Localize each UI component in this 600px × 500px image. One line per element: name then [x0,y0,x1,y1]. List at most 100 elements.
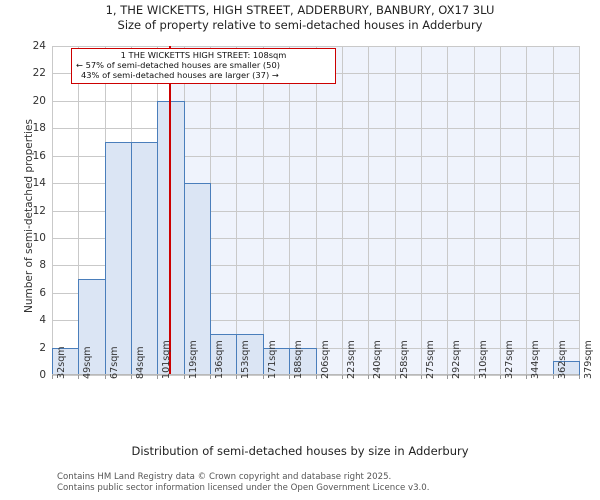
gridline-horizontal [52,128,579,130]
x-axis-tick-label: 327sqm [503,340,515,379]
gridline-vertical [447,46,448,375]
x-axis-tick-label: 119sqm [187,340,199,379]
y-axis-tick-label: 20 [32,94,46,107]
x-axis-tick-label: 310sqm [477,340,489,379]
x-axis-tick-label: 188sqm [293,340,305,379]
x-axis-tick-label: 362sqm [556,340,568,379]
gridline-horizontal [52,320,579,322]
histogram-bar [263,347,290,375]
gridline-horizontal [52,292,579,294]
x-axis-tick-mark [236,375,237,379]
x-axis-tick-mark [210,375,211,379]
x-axis-tick-label: 84sqm [135,346,147,379]
y-axis-tick-label: 10 [32,231,46,244]
gridline-vertical [421,46,422,375]
x-axis-tick-label: 101sqm [161,340,173,379]
x-axis-tick-mark [316,375,317,379]
y-axis-labels: 0 2 4 6 8 10 12 14 16 18 20 22 24 [0,0,46,500]
gridline-horizontal [52,100,579,102]
x-axis-tick-mark [553,375,554,379]
gridline-vertical [500,46,501,375]
gridline-vertical [474,46,475,375]
footer-line-2: Contains public sector information licen… [57,482,430,493]
histogram-bar [289,347,317,375]
gridline-horizontal [52,237,579,239]
x-axis-tick-label: 344sqm [530,340,542,379]
x-axis-tick-label: 223sqm [345,340,357,379]
histogram-bar [157,100,185,375]
gridline-horizontal [52,155,579,157]
annotation-box: 1 THE WICKETTS HIGH STREET: 108sqm ← 57%… [71,48,336,84]
annotation-line-1: 1 THE WICKETTS HIGH STREET: 108sqm [120,50,287,60]
gridline-vertical [289,46,290,375]
x-axis-tick-mark [184,375,185,379]
histogram-bar [184,183,211,375]
gridline-vertical [368,46,369,375]
gridline-horizontal [52,210,579,212]
gridline-horizontal [52,46,579,47]
x-axis-tick-mark [368,375,369,379]
gridline-vertical [526,46,527,375]
x-axis-tick-label: 206sqm [319,340,331,379]
x-axis-tick-mark [474,375,475,379]
x-axis-tick-label: 379sqm [583,340,594,379]
y-axis-tick-label: 16 [32,149,46,162]
gridline-vertical [263,46,264,375]
gridline-vertical [342,46,343,375]
y-axis-tick-label: 12 [32,204,46,217]
x-axis-tick-label: 275sqm [424,340,436,379]
gridline-horizontal [52,375,579,376]
y-axis-tick-label: 6 [39,286,46,299]
gridline-vertical [553,46,554,375]
gridline-vertical [395,46,396,375]
footer-line-1: Contains HM Land Registry data © Crown c… [57,472,392,482]
x-axis-tick-label: 153sqm [240,340,252,379]
x-axis-tick-mark [500,375,501,379]
gridline-vertical [52,46,53,375]
y-axis-tick-label: 4 [39,314,46,327]
gridline-vertical [236,46,237,375]
y-axis-tick-label: 18 [32,122,46,135]
x-axis-tick-label: 49sqm [82,346,94,379]
y-axis-tick-label: 8 [39,259,46,272]
x-axis-tick-mark [131,375,132,379]
x-axis-title: Distribution of semi-detached houses by … [131,444,469,458]
x-axis-tick-mark [78,375,79,379]
page-title: 1, THE WICKETTS, HIGH STREET, ADDERBURY,… [105,3,495,17]
property-marker-line [168,46,171,375]
annotation-line-3: 43% of semi-detached houses are larger (… [81,70,279,81]
gridline-horizontal [52,183,579,185]
x-axis-tick-label: 171sqm [266,340,278,379]
x-axis-tick-label: 32sqm [56,346,67,379]
histogram-bar [105,141,132,375]
x-axis-tick-mark [105,375,106,379]
gridline-horizontal [52,265,579,267]
y-axis-tick-label: 0 [39,369,46,381]
x-axis-tick-mark [395,375,396,379]
gridline-vertical [316,46,317,375]
histogram-bars [52,46,580,375]
gridline-vertical [78,46,79,375]
chart-title-block: 1, THE WICKETTS, HIGH STREET, ADDERBURY,… [0,0,600,33]
x-axis-tick-mark [263,375,264,379]
x-axis-tick-mark [342,375,343,379]
x-axis-tick-mark [447,375,448,379]
x-axis-tick-mark [526,375,527,379]
plot-area [52,46,580,376]
x-axis-tick-label: 240sqm [372,340,384,379]
x-axis-tick-label: 67sqm [108,346,120,379]
footer-attribution: Contains HM Land Registry data © Crown c… [57,472,597,493]
x-axis-tick-label: 292sqm [451,340,463,379]
x-axis-tick-label: 136sqm [214,340,226,379]
x-axis-tick-mark [421,375,422,379]
gridline-vertical [579,46,580,375]
y-axis-tick-label: 22 [32,67,46,80]
chart-subtitle: Size of property relative to semi-detach… [117,18,483,32]
x-axis-tick-mark [157,375,158,379]
x-axis-tick-mark [52,375,53,379]
x-axis-tick-mark [579,375,580,379]
y-axis-tick-label: 24 [32,40,46,52]
x-axis-line [52,374,579,375]
